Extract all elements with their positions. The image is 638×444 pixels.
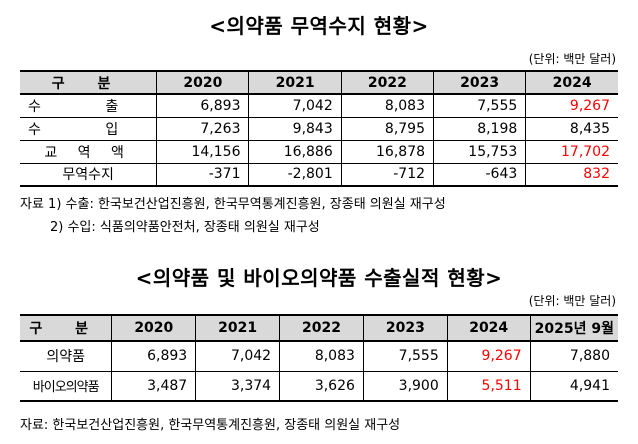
cell: 3,626 <box>279 371 364 402</box>
cell: 7,042 <box>248 94 342 118</box>
table2-header-row: 구 분 2020 2021 2022 2023 2024 2025년 9월 <box>20 314 618 342</box>
table2-header-2021: 2021 <box>195 314 281 342</box>
table1-source-note-1: 자료 1) 수출: 한국보건산업진흥원, 한국무역통계진흥원, 장종태 의원실 … <box>20 197 446 212</box>
table1-header-2024: 2024 <box>525 70 618 95</box>
cell: -2,801 <box>248 163 342 187</box>
cell: 4,941 <box>529 371 618 402</box>
row-label-trade-volume: 교 역 액 <box>20 140 158 164</box>
cell: 15,753 <box>433 140 527 164</box>
table-row: 수 입 7,263 9,843 8,795 8,198 8,435 <box>20 117 618 141</box>
table-row: 수 출 6,893 7,042 8,083 7,555 9,267 <box>20 94 618 118</box>
table1-header-category: 구 분 <box>20 70 158 95</box>
table1-title: <의약품 무역수지 현황> <box>209 14 429 38</box>
cell: 7,880 <box>529 341 618 372</box>
cell: -643 <box>433 163 527 187</box>
table2-header-2020: 2020 <box>111 314 197 342</box>
table2-source-note: 자료: 한국보건산업진흥원, 한국무역통계진흥원, 장종태 의원실 재구성 <box>20 418 401 433</box>
cell: 7,555 <box>433 94 527 118</box>
cell: 16,878 <box>340 140 435 164</box>
cell: 8,083 <box>340 94 435 118</box>
cell-highlight: 9,267 <box>525 94 618 118</box>
table1-header-2023: 2023 <box>433 70 527 95</box>
cell-highlight: 9,267 <box>446 341 531 372</box>
table1-header-row: 구 분 2020 2021 2022 2023 2024 <box>20 70 618 95</box>
table1-unit: (단위: 백만 달러) <box>528 52 616 66</box>
table2-header-2024: 2024 <box>446 314 531 342</box>
cell-highlight: 832 <box>525 163 618 187</box>
cell: 7,555 <box>362 341 448 372</box>
cell: 16,886 <box>248 140 342 164</box>
cell: 6,893 <box>156 94 250 118</box>
row-label-pharmaceuticals: 의약품 <box>20 341 113 372</box>
cell: 9,843 <box>248 117 342 141</box>
cell: -371 <box>156 163 250 187</box>
row-label-biopharmaceuticals: 바이오의약품 <box>20 371 113 402</box>
table-row: 바이오의약품 3,487 3,374 3,626 3,900 5,511 4,9… <box>20 371 618 402</box>
cell: 3,900 <box>362 371 448 402</box>
table-row: 무역수지 -371 -2,801 -712 -643 832 <box>20 163 618 187</box>
cell: 7,263 <box>156 117 250 141</box>
cell: 3,487 <box>111 371 197 402</box>
cell-highlight: 17,702 <box>525 140 618 164</box>
table2-header-2023: 2023 <box>362 314 448 342</box>
table1-source-note-2: 2) 수입: 식품의약품안전처, 장종태 의원실 재구성 <box>50 220 320 235</box>
cell: 8,795 <box>340 117 435 141</box>
table1-header-2020: 2020 <box>156 70 250 95</box>
cell: 8,083 <box>279 341 364 372</box>
table2-title: <의약품 및 바이오의약품 수출실적 현황> <box>135 266 503 290</box>
cell: 14,156 <box>156 140 250 164</box>
cell: 8,198 <box>433 117 527 141</box>
table-row: 교 역 액 14,156 16,886 16,878 15,753 17,702 <box>20 140 618 164</box>
table2-unit: (단위: 백만 달러) <box>528 294 616 308</box>
table-row: 의약품 6,893 7,042 8,083 7,555 9,267 7,880 <box>20 341 618 372</box>
row-label-import: 수 입 <box>20 117 158 141</box>
table1-header-2022: 2022 <box>340 70 435 95</box>
trade-balance-table: 구 분 2020 2021 2022 2023 2024 수 출 6,893 7… <box>20 70 618 187</box>
export-performance-table: 구 분 2020 2021 2022 2023 2024 2025년 9월 의약… <box>20 314 618 402</box>
table1-header-2021: 2021 <box>248 70 342 95</box>
cell: 3,374 <box>195 371 281 402</box>
row-label-trade-balance: 무역수지 <box>20 163 158 187</box>
table2-header-2025-sep: 2025년 9월 <box>529 314 618 342</box>
cell: 8,435 <box>525 117 618 141</box>
cell: 7,042 <box>195 341 281 372</box>
cell-highlight: 5,511 <box>446 371 531 402</box>
cell: -712 <box>340 163 435 187</box>
table2-header-2022: 2022 <box>279 314 364 342</box>
table2-header-category: 구 분 <box>20 314 113 342</box>
cell: 6,893 <box>111 341 197 372</box>
row-label-export: 수 출 <box>20 94 158 118</box>
